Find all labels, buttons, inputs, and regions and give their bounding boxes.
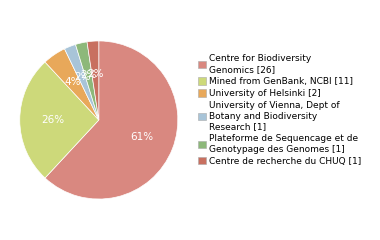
- Text: 26%: 26%: [41, 115, 65, 125]
- Wedge shape: [87, 41, 99, 120]
- Text: 61%: 61%: [130, 132, 153, 142]
- Text: 4%: 4%: [65, 77, 81, 87]
- Text: 2%: 2%: [87, 69, 104, 79]
- Wedge shape: [76, 42, 99, 120]
- Wedge shape: [65, 44, 99, 120]
- Wedge shape: [45, 49, 99, 120]
- Wedge shape: [20, 62, 99, 178]
- Text: 2%: 2%: [80, 70, 97, 80]
- Wedge shape: [45, 41, 178, 199]
- Legend: Centre for Biodiversity
Genomics [26], Mined from GenBank, NCBI [11], University: Centre for Biodiversity Genomics [26], M…: [198, 54, 362, 166]
- Text: 2%: 2%: [74, 72, 90, 82]
